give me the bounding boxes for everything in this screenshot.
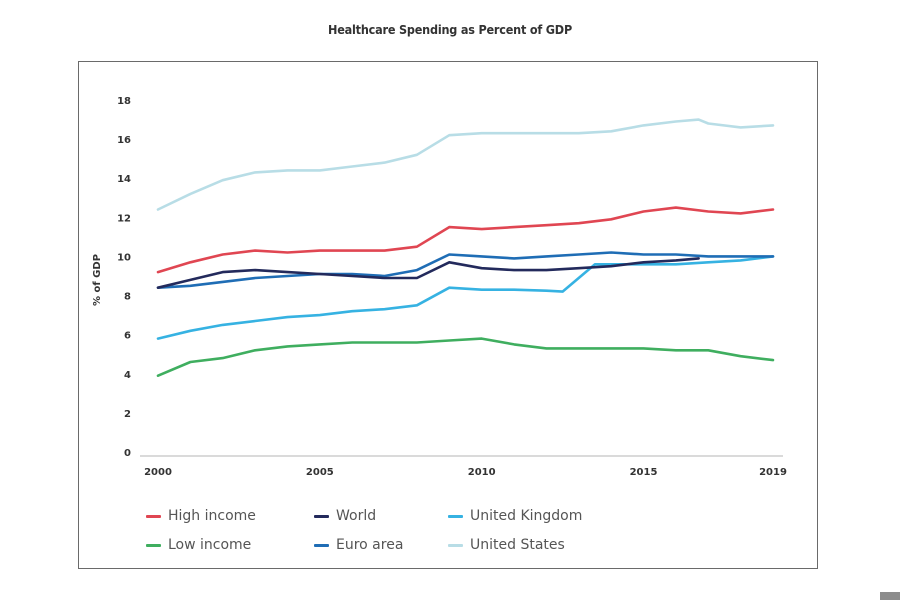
chart-title: Healthcare Spending as Percent of GDP: [327, 22, 572, 37]
x-tick-label: 2019: [759, 467, 787, 478]
x-tick-label: 2000: [144, 467, 172, 478]
series-line-world: [156, 257, 700, 290]
legend-item-united-states[interactable]: United States: [448, 537, 565, 553]
x-tick-label: 2015: [630, 467, 658, 478]
legend-item-euro-area[interactable]: Euro area: [314, 537, 403, 553]
legend-swatch: [448, 543, 463, 547]
y-tick-label: 2: [124, 409, 131, 420]
y-axis: 0 2 4 6 8 10 12 14 16 18: [117, 96, 131, 459]
y-tick-label: 10: [117, 252, 131, 263]
series-line-low-income: [156, 337, 775, 378]
y-tick-label: 14: [117, 174, 131, 185]
legend-item-high-income[interactable]: High income: [146, 508, 256, 524]
series-line-united-states: [156, 118, 775, 211]
series-line-united-kingdom: [156, 255, 775, 340]
y-tick-label: 18: [117, 96, 131, 107]
legend-label: High income: [168, 508, 256, 524]
y-tick-label: 4: [124, 370, 131, 381]
series-line-high-income: [156, 206, 775, 274]
legend-item-united-kingdom[interactable]: United Kingdom: [448, 508, 582, 524]
x-tick-label: 2010: [468, 467, 496, 478]
y-tick-label: 0: [124, 448, 131, 459]
x-axis: 2000 2005 2010 2015 2019: [144, 467, 787, 478]
series-lines: [156, 118, 775, 378]
chart-frame: [78, 61, 818, 569]
legend-label: Low income: [168, 537, 252, 553]
legend-swatch: [448, 514, 463, 518]
corner-scroll-indicator: [880, 592, 900, 600]
y-tick-label: 6: [124, 331, 131, 342]
legend-item-low-income[interactable]: Low income: [146, 537, 251, 553]
legend-swatch: [314, 543, 329, 547]
y-axis-title: % of GDP: [92, 254, 103, 306]
legend-label: Euro area: [336, 537, 404, 553]
legend-item-world[interactable]: World: [314, 508, 376, 524]
legend-swatch: [314, 514, 329, 518]
series-line-euro-area: [156, 251, 775, 290]
legend-label: United States: [470, 537, 565, 553]
legend-swatch: [146, 514, 161, 518]
x-tick-label: 2005: [306, 467, 334, 478]
y-tick-label: 12: [117, 213, 131, 224]
y-tick-label: 16: [117, 135, 131, 146]
y-tick-label: 8: [124, 292, 131, 303]
legend-label: World: [336, 508, 377, 524]
legend-swatch: [146, 543, 161, 547]
legend-label: United Kingdom: [470, 508, 583, 524]
